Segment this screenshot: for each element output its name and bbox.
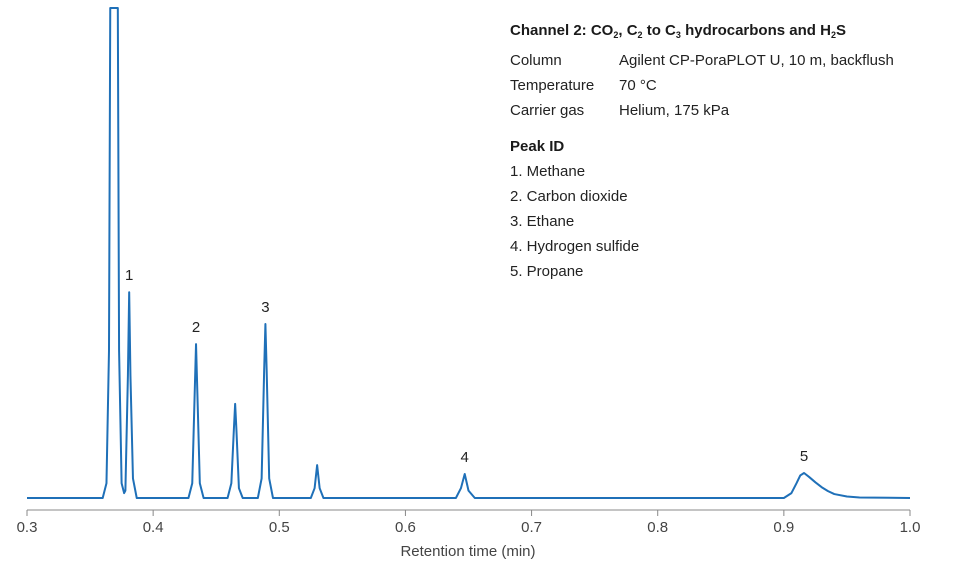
peak-id-item: 4. Hydrogen sulfide bbox=[510, 238, 640, 255]
subscript: 2 bbox=[613, 30, 619, 40]
info-row: Temperature 70 °C bbox=[510, 73, 894, 98]
subscript: 2 bbox=[637, 30, 643, 40]
title-text: S bbox=[835, 22, 846, 39]
trace-line bbox=[27, 7, 911, 499]
info-box: Channel 2: CO2, C2 to C3 hydrocarbons an… bbox=[510, 18, 894, 284]
title-text: , C bbox=[618, 22, 638, 39]
peak-id-item: 5. Propane bbox=[510, 263, 584, 280]
info-key: Temperature bbox=[510, 77, 595, 94]
info-row: Column Agilent CP-PoraPLOT U, 10 m, backf… bbox=[510, 48, 894, 73]
x-tick-label: 0.8 bbox=[647, 519, 668, 536]
x-tick-label: 0.9 bbox=[773, 519, 794, 536]
info-row: Carrier gas Helium, 175 kPa bbox=[510, 98, 894, 123]
info-title: Channel 2: CO2, C2 to C3 hydrocarbons an… bbox=[510, 18, 894, 48]
x-tick-label: 0.7 bbox=[521, 519, 542, 536]
title-text: to C bbox=[642, 22, 676, 39]
info-key: Carrier gas bbox=[510, 102, 585, 119]
peak-label: 2 bbox=[192, 319, 200, 336]
info-key: Column bbox=[510, 52, 562, 69]
info-value: Agilent CP-PoraPLOT U, 10 m, backflush bbox=[619, 52, 894, 69]
subscript: 3 bbox=[675, 30, 681, 40]
subscript: 2 bbox=[830, 30, 836, 40]
info-value: 70 °C bbox=[619, 77, 657, 94]
x-tick-label: 0.4 bbox=[143, 519, 164, 536]
title-text: Channel 2: CO bbox=[510, 22, 614, 39]
peak-label: 3 bbox=[261, 299, 269, 316]
peak-id-item: 3. Ethane bbox=[510, 213, 575, 230]
peak-label: 5 bbox=[800, 448, 808, 465]
title-text: hydrocarbons and H bbox=[680, 22, 831, 39]
peak-label: 4 bbox=[461, 449, 469, 466]
peak-id-title: Peak ID bbox=[510, 138, 565, 155]
peak-id-item: 2. Carbon dioxide bbox=[510, 188, 628, 205]
peak-id-item: 1. Methane bbox=[510, 163, 586, 180]
info-value: Helium, 175 kPa bbox=[619, 102, 730, 119]
x-tick-label: 0.5 bbox=[269, 519, 290, 536]
peak-label: 1 bbox=[125, 267, 133, 284]
x-tick-label: 1.0 bbox=[900, 519, 921, 536]
x-tick-label: 0.6 bbox=[395, 519, 416, 536]
x-axis-label: Retention time (min) bbox=[400, 543, 535, 560]
x-tick-label: 0.3 bbox=[17, 519, 38, 536]
